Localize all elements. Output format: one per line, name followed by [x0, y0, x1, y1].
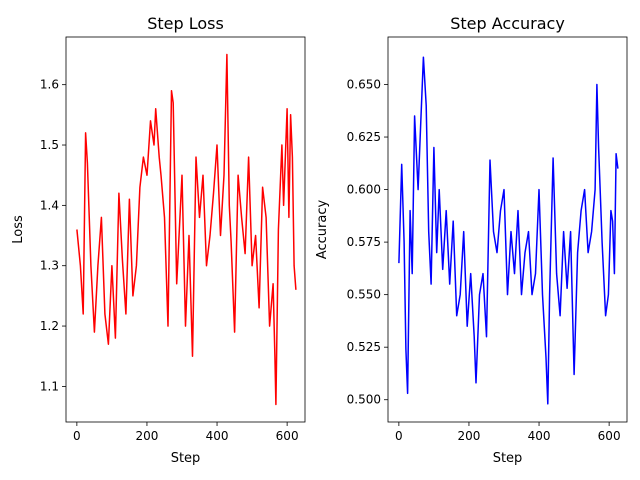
accuracy-y-tick-label: 0.575: [347, 235, 381, 249]
accuracy-y-tick-label: 0.525: [347, 340, 381, 354]
accuracy-y-tick-label: 0.650: [347, 77, 381, 91]
loss-chart-title: Step Loss: [147, 14, 224, 33]
loss-y-tick-label: 1.3: [40, 259, 59, 273]
loss-x-axis-label: Step: [171, 451, 201, 466]
accuracy-y-tick-label: 0.600: [347, 183, 381, 197]
loss-x-tick-label: 400: [206, 429, 229, 443]
accuracy-y-tick-label: 0.500: [347, 393, 381, 407]
accuracy-chart-title: Step Accuracy: [450, 14, 565, 33]
accuracy-y-tick-label: 0.625: [347, 130, 381, 144]
loss-y-tick-label: 1.5: [40, 138, 59, 152]
loss-y-tick-label: 1.2: [40, 319, 59, 333]
accuracy-series-line: [398, 56, 619, 405]
loss-series-line: [76, 53, 297, 406]
loss-x-tick-label: 600: [276, 429, 299, 443]
loss-axes-frame: [65, 36, 306, 423]
loss-y-tick-label: 1.4: [40, 198, 59, 212]
accuracy-axes-frame: [387, 36, 628, 423]
accuracy-x-tick-label: 600: [598, 429, 621, 443]
accuracy-y-tick-label: 0.550: [347, 288, 381, 302]
loss-x-tick-label: 200: [135, 429, 158, 443]
accuracy-x-tick-label: 200: [457, 429, 480, 443]
loss-y-tick-label: 1.1: [40, 379, 59, 393]
loss-y-axis-label: Loss: [11, 215, 26, 244]
accuracy-y-axis-label: Accuracy: [315, 200, 330, 260]
loss-x-tick-label: 0: [73, 429, 81, 443]
accuracy-x-axis-label: Step: [493, 451, 523, 466]
loss-y-tick-label: 1.6: [40, 78, 59, 92]
accuracy-x-tick-label: 400: [528, 429, 551, 443]
accuracy-x-tick-label: 0: [395, 429, 403, 443]
accuracy-chart-panel: Step Accuracy 0 200 400 600 0.500 0.525 0.550 0.…: [315, 14, 628, 466]
loss-chart-panel: Step Loss 0 200 400 600 1.1 1.2 1.3 1.4 1.5 1.6 Ste…: [11, 14, 306, 466]
